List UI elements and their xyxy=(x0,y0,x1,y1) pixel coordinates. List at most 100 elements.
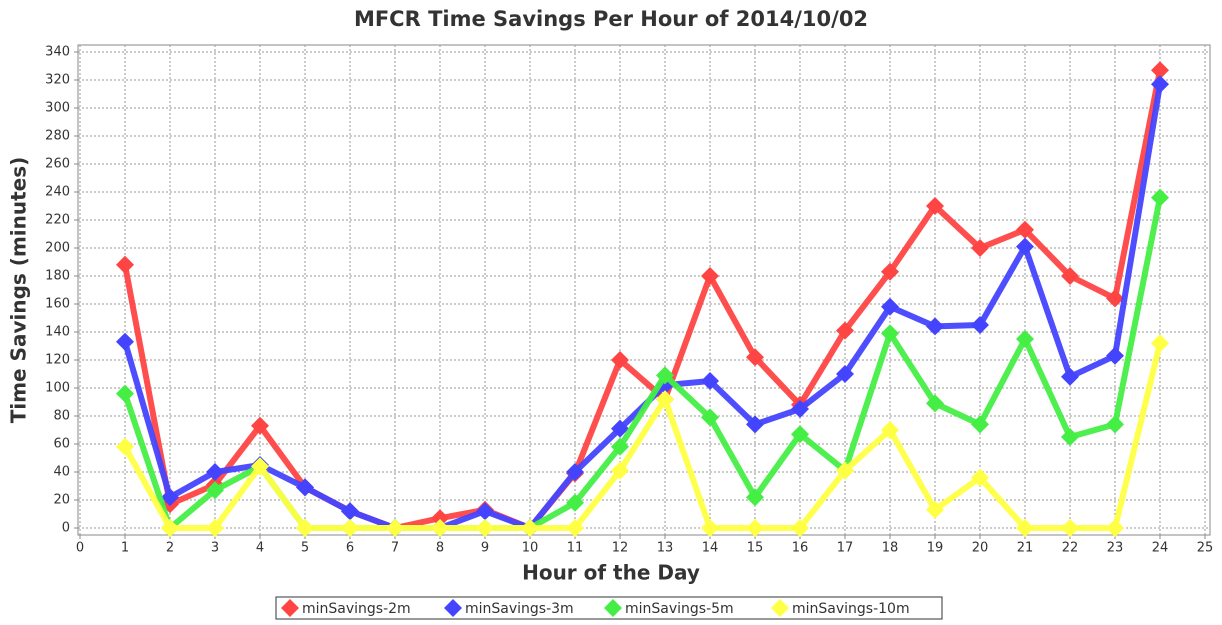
point xyxy=(431,519,449,537)
legend-label: minSavings-3m xyxy=(465,601,574,617)
series-line xyxy=(122,342,1163,531)
point xyxy=(836,365,854,383)
point xyxy=(656,366,674,385)
x-tick-label: 3 xyxy=(211,541,219,556)
point xyxy=(701,519,719,537)
legend-marker xyxy=(604,599,622,617)
point xyxy=(926,317,944,336)
point xyxy=(1151,61,1169,80)
point xyxy=(881,324,899,343)
point xyxy=(1016,519,1034,537)
point xyxy=(701,408,719,427)
y-tick-label: 240 xyxy=(45,185,70,200)
plot-area xyxy=(77,44,1211,536)
x-tick-label: 1 xyxy=(121,541,129,556)
point xyxy=(611,437,629,456)
point xyxy=(791,400,809,418)
x-tick-label: 15 xyxy=(747,541,764,556)
point xyxy=(746,348,764,367)
y-tick-label: 220 xyxy=(45,213,70,228)
point xyxy=(881,421,899,439)
point xyxy=(881,297,899,316)
y-tick-label: 340 xyxy=(45,45,70,60)
point xyxy=(251,416,269,435)
y-tick-label: 300 xyxy=(45,101,70,116)
x-tick-label: 7 xyxy=(391,541,399,556)
legend-marker xyxy=(281,599,299,617)
y-tick-label: 120 xyxy=(45,353,70,368)
legend-label: minSavings-10m xyxy=(792,601,910,617)
y-tick-label: 160 xyxy=(45,297,70,312)
point xyxy=(1016,237,1034,256)
y-tick-label: 20 xyxy=(53,493,70,508)
y-tick-label: 260 xyxy=(45,157,70,172)
point xyxy=(1061,267,1079,285)
x-tick-label: 13 xyxy=(657,541,674,556)
x-tick-label: 4 xyxy=(256,541,264,556)
y-tick-label: 200 xyxy=(45,241,70,256)
point xyxy=(566,519,584,537)
series-line xyxy=(122,69,1163,531)
y-tick-label: 0 xyxy=(62,521,70,536)
y-tick-label: 40 xyxy=(53,465,70,480)
point xyxy=(1061,428,1079,446)
point xyxy=(296,519,314,537)
point xyxy=(1106,519,1124,537)
y-tick-label: 100 xyxy=(45,381,70,396)
point xyxy=(431,509,449,528)
y-tick-label: 280 xyxy=(45,129,70,144)
point xyxy=(1151,75,1169,94)
point xyxy=(971,239,989,257)
x-tick-label: 20 xyxy=(972,541,989,556)
x-tick-label: 0 xyxy=(76,541,84,556)
y-axis-label: Time Savings (minutes) xyxy=(7,157,31,424)
point xyxy=(701,267,719,285)
point xyxy=(971,468,989,487)
point xyxy=(386,519,404,537)
point xyxy=(926,500,944,519)
point xyxy=(746,488,764,507)
point xyxy=(476,502,494,521)
x-tick-label: 11 xyxy=(567,541,584,556)
y-tick-label: 80 xyxy=(53,409,70,424)
point xyxy=(791,425,809,444)
point xyxy=(161,488,179,507)
point xyxy=(881,262,899,281)
point xyxy=(566,463,584,481)
point xyxy=(1151,188,1169,207)
legend-marker xyxy=(771,599,789,617)
point xyxy=(341,519,359,537)
x-tick-label: 9 xyxy=(481,541,489,556)
point xyxy=(791,519,809,537)
point xyxy=(116,332,134,351)
point xyxy=(836,461,854,480)
point xyxy=(161,519,179,537)
y-tick-label: 180 xyxy=(45,269,70,284)
point xyxy=(836,321,854,340)
point xyxy=(611,461,629,480)
x-tick-label: 16 xyxy=(792,541,809,556)
point xyxy=(566,493,584,512)
point xyxy=(1061,519,1079,537)
x-tick-label: 19 xyxy=(927,541,944,556)
point xyxy=(1106,289,1124,308)
point xyxy=(971,316,989,334)
point xyxy=(701,372,719,390)
point xyxy=(1061,367,1079,386)
point xyxy=(656,390,674,409)
point xyxy=(611,419,629,438)
point xyxy=(206,481,224,500)
point xyxy=(971,415,989,434)
point xyxy=(116,384,134,403)
point xyxy=(251,457,269,476)
x-tick-label: 18 xyxy=(882,541,899,556)
point xyxy=(116,437,134,456)
point xyxy=(1106,346,1124,365)
y-tick-label: 320 xyxy=(45,73,70,88)
x-tick-label: 10 xyxy=(522,541,539,556)
legend-marker xyxy=(444,599,462,617)
point xyxy=(1106,415,1124,434)
x-tick-label: 12 xyxy=(612,541,629,556)
legend-label: minSavings-5m xyxy=(625,601,734,617)
